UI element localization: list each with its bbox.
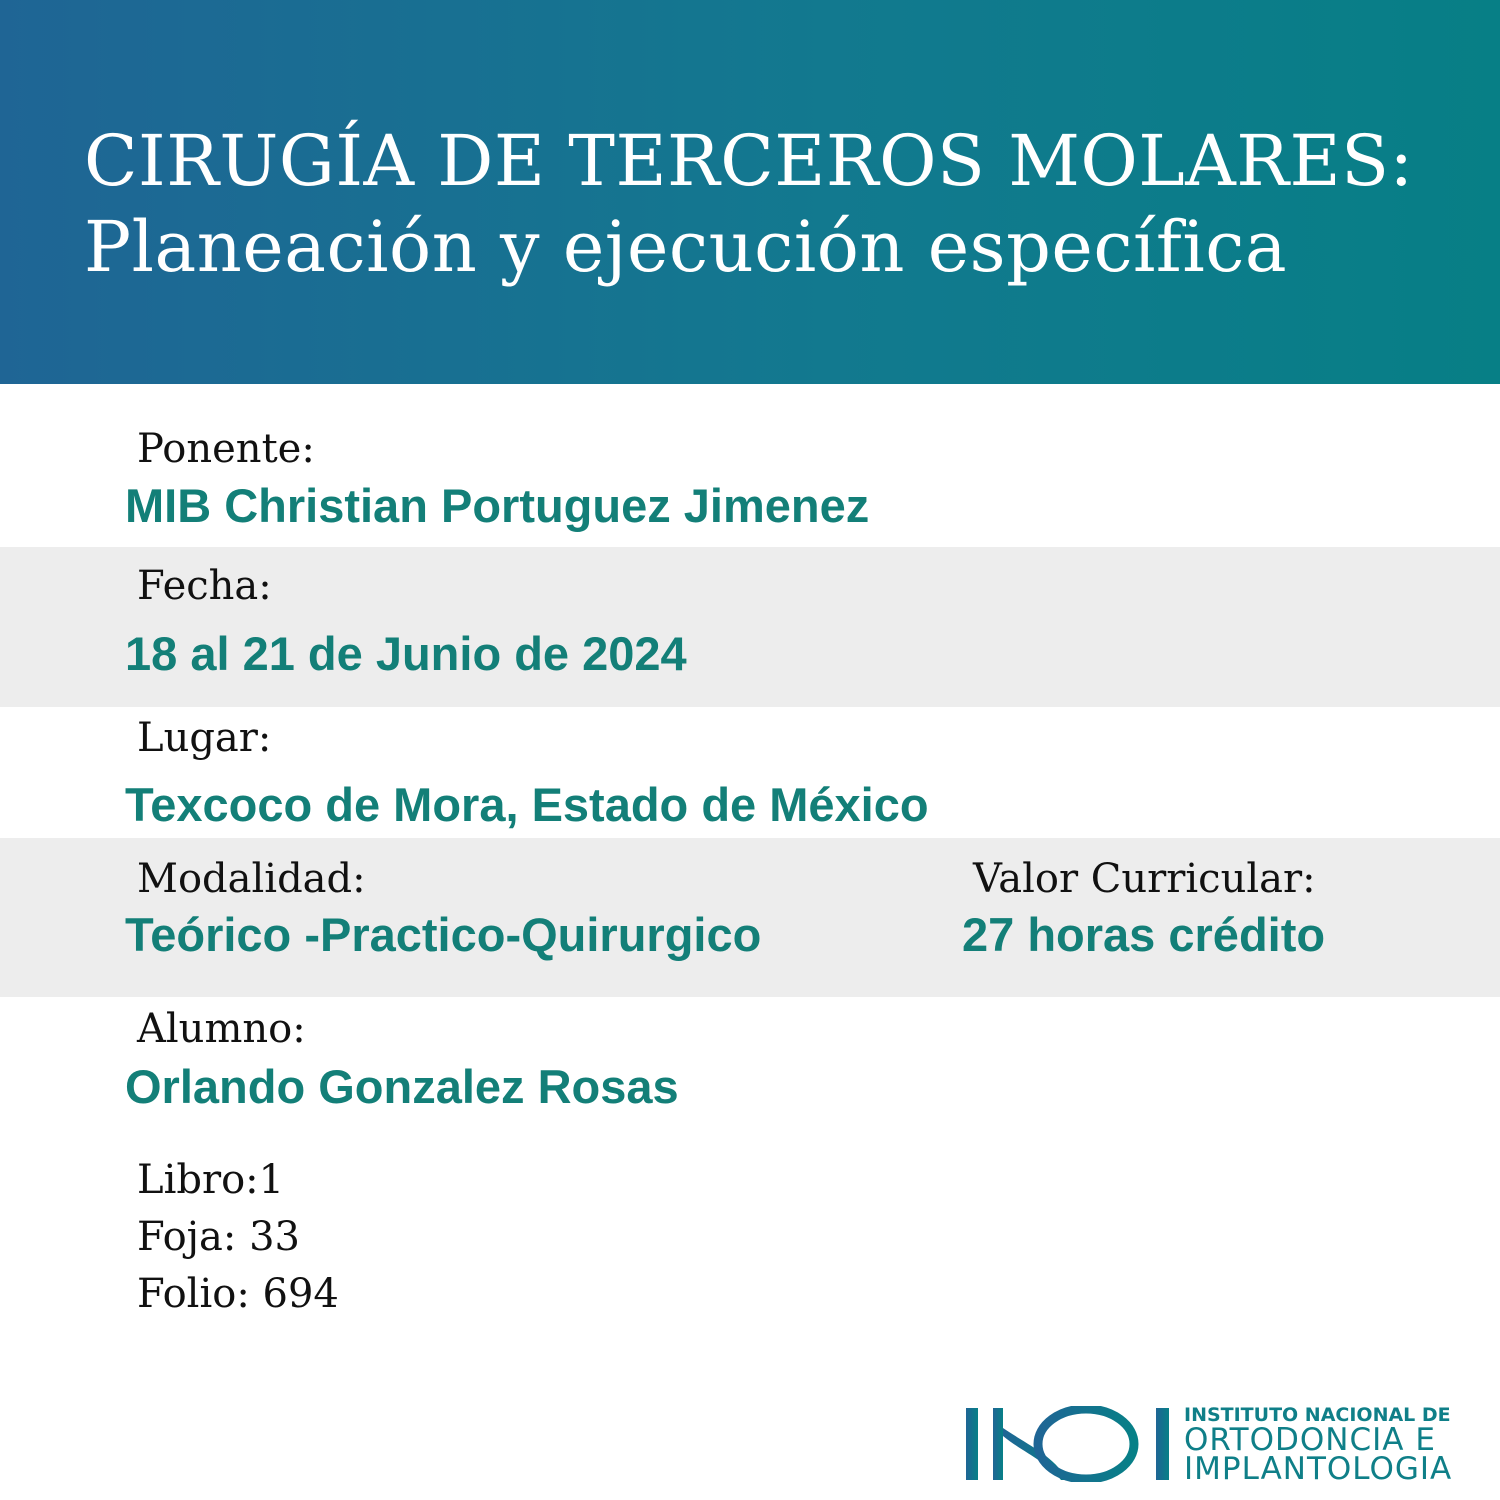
valor-label: Valor Curricular:: [973, 856, 1316, 902]
header-banner: CIRUGÍA DE TERCEROS MOLARES: Planeación …: [0, 0, 1500, 384]
alumno-label: Alumno:: [137, 1006, 306, 1052]
ponente-value: MIB Christian Portuguez Jimenez: [125, 479, 870, 532]
registry-block: Libro:1 Foja: 33 Folio: 694: [137, 1152, 339, 1323]
lugar-value: Texcoco de Mora, Estado de México: [125, 778, 929, 831]
ponente-label: Ponente:: [137, 426, 315, 472]
lugar-label: Lugar:: [137, 715, 272, 761]
modalidad-value: Teórico -Practico-Quirurgico: [125, 908, 762, 961]
course-title: CIRUGÍA DE TERCEROS MOLARES: Planeación …: [84, 118, 1414, 290]
inoi-logo-mark: [966, 1406, 1169, 1482]
libro-text: Libro:1: [137, 1157, 285, 1203]
band-modalidad: [0, 838, 1500, 997]
band-fecha: [0, 547, 1500, 707]
title-line-1: CIRUGÍA DE TERCEROS MOLARES:: [84, 120, 1414, 202]
logo-text: INSTITUTO NACIONAL DE ORTODONCIA E IMPLA…: [1184, 1404, 1453, 1487]
logo-line-1: INSTITUTO NACIONAL DE: [1184, 1404, 1451, 1426]
fecha-label: Fecha:: [137, 563, 272, 609]
fecha-value: 18 al 21 de Junio de 2024: [125, 627, 687, 680]
logo-line-2: ORTODONCIA E: [1184, 1422, 1436, 1458]
valor-value: 27 horas crédito: [962, 908, 1326, 961]
foja-text: Foja: 33: [137, 1214, 300, 1260]
modalidad-label: Modalidad:: [137, 856, 366, 902]
inoi-logo: INSTITUTO NACIONAL DE ORTODONCIA E IMPLA…: [966, 1404, 1466, 1487]
alumno-value: Orlando Gonzalez Rosas: [125, 1060, 679, 1113]
title-line-2: Planeación y ejecución específica: [84, 206, 1288, 288]
logo-line-3: IMPLANTOLOGIA: [1184, 1451, 1453, 1487]
folio-text: Folio: 694: [137, 1271, 339, 1317]
